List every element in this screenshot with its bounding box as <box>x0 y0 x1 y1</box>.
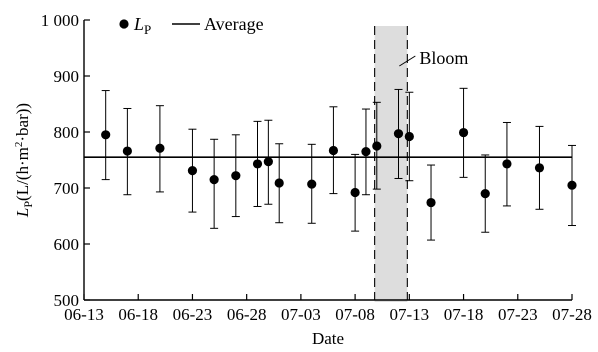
bloom-pointer <box>399 55 416 67</box>
y-tick-label: 500 <box>54 291 80 310</box>
data-point <box>209 138 219 229</box>
point-marker <box>480 189 490 199</box>
y-tick-label: 600 <box>54 235 80 254</box>
x-tick-label: 07-18 <box>444 305 484 324</box>
point-marker <box>122 146 132 156</box>
data-point <box>187 128 198 213</box>
point-marker <box>458 127 469 138</box>
data-point <box>263 119 273 205</box>
x-tick-label: 07-03 <box>281 305 321 324</box>
data-point <box>122 107 132 196</box>
data-point <box>101 90 111 181</box>
point-marker <box>372 141 382 151</box>
point-marker <box>187 166 198 176</box>
data-point <box>231 134 241 218</box>
point-marker <box>155 143 165 153</box>
x-tick-label: 06-13 <box>64 305 104 324</box>
axes: 500 600 700 800 900 1 000 06-13 06-18 06-23 06-28… <box>41 11 592 324</box>
point-marker <box>567 180 577 190</box>
data-point <box>307 143 317 224</box>
point-marker <box>328 145 339 156</box>
x-tick-label: 06-28 <box>227 305 267 324</box>
data-point <box>502 121 512 207</box>
point-marker <box>307 179 317 189</box>
data-point <box>350 153 360 232</box>
axis-labels: Date LP(L/(h·m2·bar)) <box>13 103 344 348</box>
x-tick-label: 06-18 <box>118 305 158 324</box>
legend-label-lp: LP <box>133 14 151 37</box>
y-tick-label: 800 <box>54 123 80 142</box>
point-marker <box>209 175 219 185</box>
data-point <box>361 108 371 196</box>
point-marker <box>393 129 404 139</box>
data-point <box>458 87 469 178</box>
data-point <box>252 120 263 207</box>
data-point <box>404 91 414 182</box>
x-tick-label: 07-13 <box>389 305 429 324</box>
point-marker <box>534 163 545 173</box>
point-marker <box>404 131 414 142</box>
data-point <box>328 106 339 195</box>
data-point <box>274 143 284 224</box>
data-point <box>426 164 436 241</box>
bloom-layer: Bloom <box>374 26 468 302</box>
y-tick-label: 700 <box>54 179 80 198</box>
points-layer <box>101 87 577 241</box>
legend-label-average: Average <box>204 14 264 34</box>
y-tick-label: 900 <box>54 67 80 86</box>
y-axis-title: LP(L/(h·m2·bar)) <box>13 103 35 218</box>
point-marker <box>426 197 436 208</box>
x-axis-title: Date <box>312 329 344 348</box>
legend: LP Average <box>119 14 264 37</box>
legend-marker-lp <box>119 19 129 29</box>
data-point <box>534 125 545 210</box>
point-marker <box>361 147 371 157</box>
point-marker <box>350 187 360 198</box>
bloom-label: Bloom <box>419 48 468 68</box>
x-tick-label: 07-08 <box>335 305 375 324</box>
point-marker <box>502 159 512 169</box>
point-marker <box>231 171 241 181</box>
point-marker <box>101 130 111 140</box>
point-marker <box>263 157 273 167</box>
data-point <box>155 105 165 193</box>
x-tick-label: 07-28 <box>552 305 592 324</box>
data-point <box>372 101 382 190</box>
bloom-band <box>374 26 408 302</box>
y-tick-label: 1 000 <box>41 11 79 30</box>
point-marker <box>252 159 263 169</box>
x-tick-label: 07-23 <box>498 305 538 324</box>
data-point <box>393 88 404 179</box>
point-marker <box>274 178 284 188</box>
x-tick-label: 06-23 <box>173 305 213 324</box>
data-point <box>567 144 577 227</box>
data-point <box>480 154 490 233</box>
